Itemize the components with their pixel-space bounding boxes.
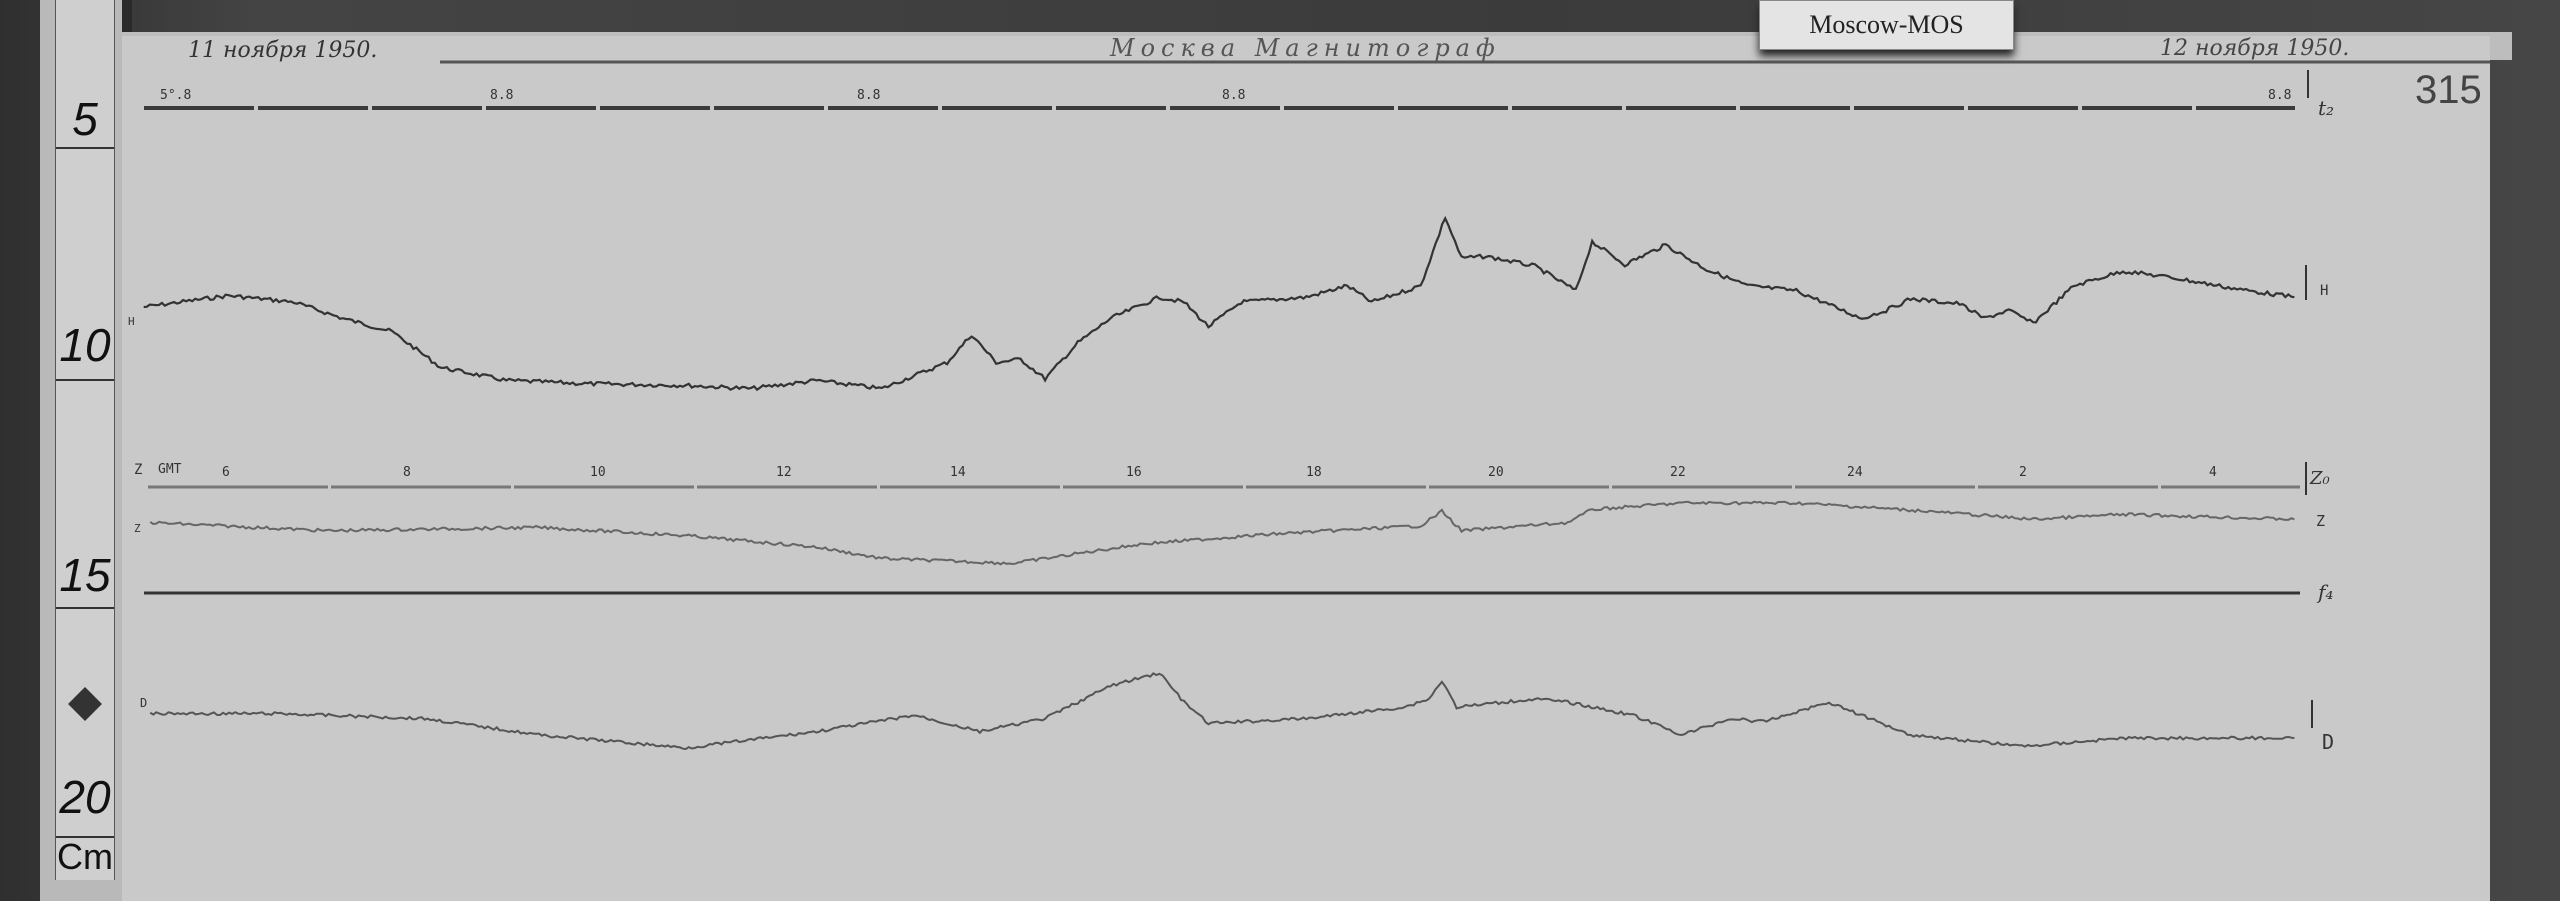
timing-line-label: t₂ — [2318, 96, 2335, 120]
timing-label: 8.8 — [490, 88, 514, 103]
d-left-label: D — [140, 696, 148, 710]
z-left-label: Z — [134, 522, 141, 535]
h-trace — [143, 215, 2295, 392]
gmt-tick-label: 8 — [403, 465, 411, 480]
gmt-tick-label: 14 — [950, 465, 966, 480]
timing-label: 5°.8 — [160, 88, 192, 103]
station-label: Moscow-MOS — [1759, 0, 2014, 50]
ruler-mark-10: 10 — [59, 319, 111, 371]
ruler-line — [56, 607, 114, 609]
timing-label: 8.8 — [2268, 88, 2292, 103]
z-trace-label: Z — [2316, 512, 2326, 530]
gmt-tick-label: 24 — [1847, 465, 1863, 480]
ruler-line — [56, 836, 114, 838]
gmt-axis-right-label: Z₀ — [2310, 468, 2330, 489]
ruler-line — [56, 147, 114, 149]
magnetogram-title: Москва Магнитограф — [1110, 34, 1501, 62]
magnetogram-paper — [122, 36, 2490, 901]
d-trace-label: D — [2322, 730, 2335, 754]
gmt-tick-label: 20 — [1488, 465, 1504, 480]
date-start: 11 ноября 1950. — [188, 38, 378, 63]
gmt-tick-label: 22 — [1670, 465, 1686, 480]
ruler-unit: Cm — [57, 836, 113, 877]
date-end: 12 ноября 1950. — [2160, 36, 2350, 61]
gmt-tick-label: 10 — [590, 465, 606, 480]
z-trace — [149, 500, 2295, 566]
ruler-line — [56, 379, 114, 381]
z-axis-left-label: Z — [134, 462, 143, 478]
timing-label: 8.8 — [1222, 88, 1246, 103]
gmt-tick-label: 18 — [1306, 465, 1322, 480]
sheet-number: 315 — [2415, 68, 2482, 112]
h-trace-label: H — [2320, 283, 2329, 299]
ruler-mark-20: 20 — [59, 771, 111, 823]
gmt-label: GMT — [158, 462, 182, 477]
gmt-tick-label: 12 — [776, 465, 792, 480]
gmt-tick-label: 4 — [2209, 465, 2217, 480]
timing-label: 8.8 — [857, 88, 881, 103]
gmt-tick-label: 6 — [222, 465, 230, 480]
gmt-tick-label: 2 — [2019, 465, 2027, 480]
ruler-mark-15: 15 — [59, 549, 111, 601]
baseline-label: f₄ — [2318, 580, 2334, 604]
ruler-mark-5: 5 — [72, 93, 98, 145]
gmt-tick-label: 16 — [1126, 465, 1142, 480]
h-left-label: H — [128, 315, 135, 328]
d-trace — [149, 672, 2295, 751]
